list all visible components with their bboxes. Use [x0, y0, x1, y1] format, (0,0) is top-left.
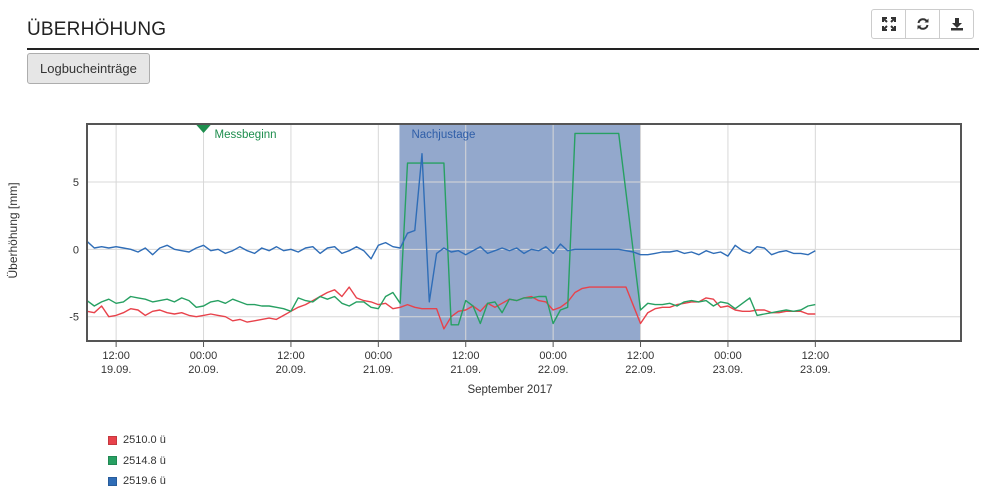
band-label: Nachjustage — [411, 129, 475, 141]
title-divider — [27, 48, 979, 50]
legend-swatch — [108, 476, 117, 486]
legend-item-3[interactable]: 2519.6 ü — [108, 471, 166, 492]
measurement-start-label: Messbeginn — [215, 129, 277, 141]
legend-item-1[interactable]: 2510.0 ü — [108, 430, 166, 451]
x-tick-date: 19.09. — [101, 364, 132, 376]
y-tick-label: 5 — [73, 177, 79, 189]
legend-label: 2519.6 ü — [123, 475, 166, 488]
refresh-icon — [917, 18, 928, 30]
x-tick-time: 00:00 — [714, 350, 742, 362]
series-line-3 — [86, 153, 816, 303]
x-axis-label: September 2017 — [467, 384, 552, 396]
x-tick-date: 22.09. — [538, 364, 569, 376]
legend-label: 2514.8 ü — [123, 454, 166, 467]
x-tick-date: 21.09. — [363, 364, 394, 376]
x-tick-date: 20.09. — [188, 364, 219, 376]
chart-canvas: Nachjustage Messbeginn 5 0 -5 12:00 19.09. 0… — [6, 123, 962, 396]
y-tick-label: 0 — [73, 244, 79, 256]
x-tick-time: 12:00 — [452, 350, 480, 362]
series-lines — [86, 132, 816, 330]
x-axis: 12:00 19.09. 00:00 20.09. 12:00 20.09. 00:00 21… — [101, 341, 831, 376]
chart-grid — [87, 124, 961, 341]
chart-toolbar — [871, 9, 974, 39]
log-entries-button[interactable]: Logbucheinträge — [27, 53, 150, 84]
legend-swatch — [108, 435, 117, 445]
download-icon — [950, 18, 963, 31]
page-title: ÜBERHÖHUNG — [27, 19, 167, 40]
x-tick-time: 12:00 — [627, 350, 655, 362]
x-tick-time: 12:00 — [277, 350, 305, 362]
y-axis-label: Überhöhung [mm] — [6, 182, 20, 278]
x-tick-time: 12:00 — [802, 350, 830, 362]
y-axis: 5 0 -5 — [69, 177, 79, 324]
x-tick-time: 00:00 — [539, 350, 567, 362]
y-tick-label: -5 — [69, 312, 79, 324]
download-button[interactable] — [939, 9, 974, 39]
legend-swatch — [108, 456, 117, 466]
legend-item-2[interactable]: 2514.8 ü — [108, 451, 166, 472]
x-tick-date: 21.09. — [450, 364, 481, 376]
expand-icon — [881, 17, 896, 31]
x-tick-date: 23.09. — [713, 364, 744, 376]
x-tick-time: 12:00 — [102, 350, 130, 362]
x-tick-time: 00:00 — [365, 350, 393, 362]
plot-frame — [86, 123, 962, 342]
legend-label: 2510.0 ü — [123, 434, 166, 447]
x-tick-date: 23.09. — [800, 364, 831, 376]
x-tick-date: 20.09. — [276, 364, 307, 376]
adjustment-band — [399, 124, 641, 341]
measurement-start-marker-icon — [195, 124, 212, 133]
chart-legend: 2510.0 ü 2514.8 ü 2519.6 ü — [108, 430, 166, 492]
series-line-2 — [86, 132, 816, 326]
x-tick-date: 22.09. — [625, 364, 656, 376]
x-tick-time: 00:00 — [190, 350, 218, 362]
